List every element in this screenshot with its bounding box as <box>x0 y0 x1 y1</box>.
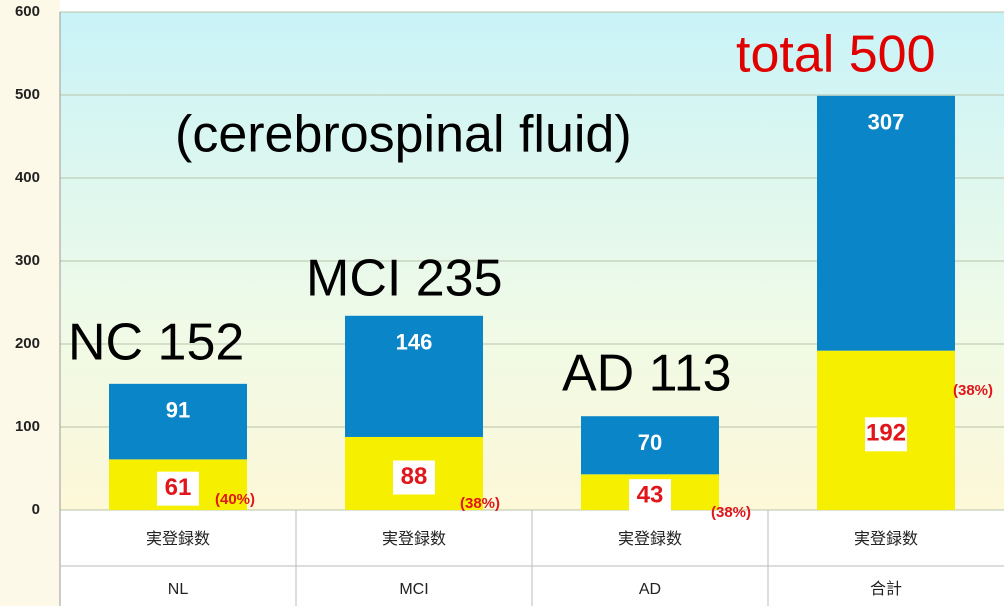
value-label: 146 <box>396 330 433 355</box>
value-label: 91 <box>166 398 190 423</box>
value-label-box <box>629 479 671 514</box>
sub-category-label: 実登録数 <box>146 530 210 548</box>
y-tick-label: 500 <box>15 86 40 103</box>
y-tick-label: 300 <box>15 252 40 269</box>
x-tick-label: AD <box>639 581 661 598</box>
bar-segment <box>109 383 247 460</box>
annotation: (38%) <box>953 382 993 399</box>
bar-segment <box>581 416 719 475</box>
value-label-box <box>393 460 435 495</box>
y-tick-label: 100 <box>15 418 40 435</box>
x-tick-label: 合計 <box>870 580 902 598</box>
annotation: (38%) <box>460 495 500 512</box>
value-label: 88 <box>401 463 428 490</box>
value-label-box <box>157 471 199 506</box>
y-tick-label: 400 <box>15 169 40 186</box>
annotation: (cerebrospinal fluid) <box>175 106 632 164</box>
value-label: 70 <box>638 430 662 455</box>
y-tick-label: 0 <box>32 501 40 518</box>
sub-category-label: 実登録数 <box>382 530 446 548</box>
y-tick-label: 600 <box>15 3 40 20</box>
value-label: 192 <box>866 420 906 447</box>
annotation: AD 113 <box>562 345 732 403</box>
sub-category-label: 実登録数 <box>618 530 682 548</box>
x-tick-label: MCI <box>399 581 428 598</box>
annotation: total 500 <box>736 26 936 84</box>
annotation: MCI 235 <box>306 250 503 308</box>
y-tick-label: 200 <box>15 335 40 352</box>
sub-category-label: 実登録数 <box>854 530 918 548</box>
value-label: 307 <box>868 110 905 135</box>
annotation: NC 152 <box>68 314 244 372</box>
bar-segment <box>345 315 483 437</box>
annotation: (38%) <box>711 504 751 521</box>
value-label-box <box>865 417 907 452</box>
x-tick-label: NL <box>168 581 189 598</box>
bar-segment <box>817 95 955 351</box>
value-label: 43 <box>637 481 664 508</box>
annotation: (40%) <box>215 491 255 508</box>
axis-background <box>0 0 60 606</box>
value-label: 61 <box>165 474 192 501</box>
